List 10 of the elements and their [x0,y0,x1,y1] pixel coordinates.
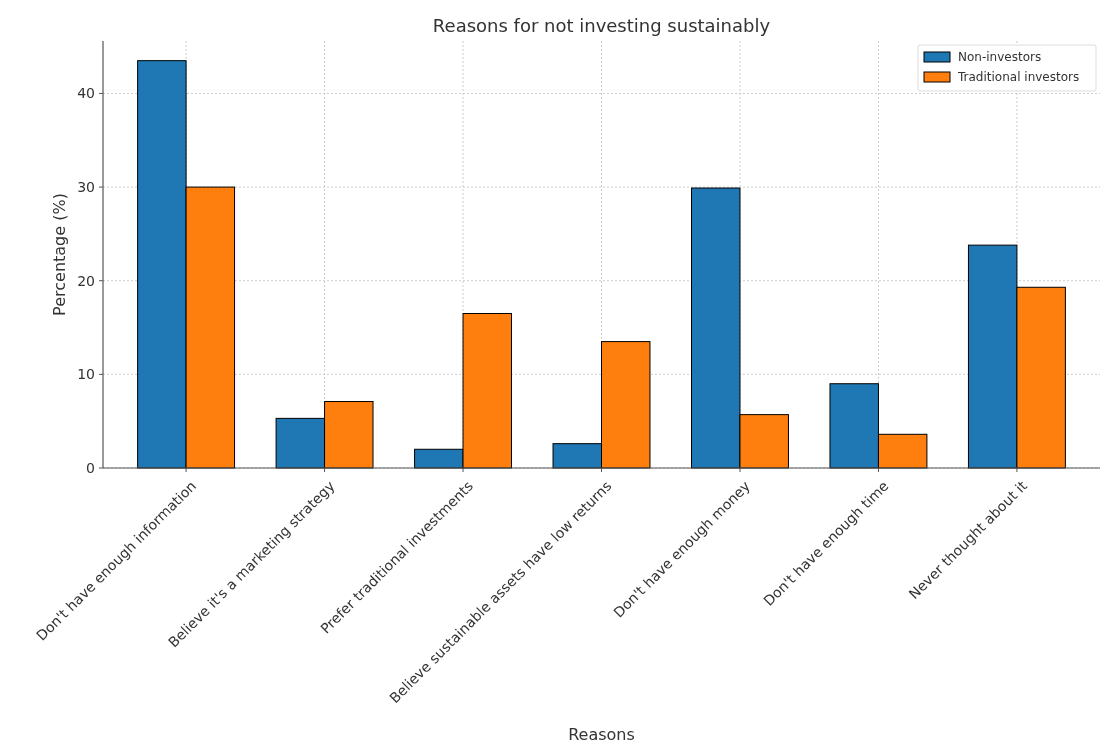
y-tick-label: 30 [77,178,95,195]
x-axis-title: Reasons [568,725,635,744]
y-tick-label: 40 [77,85,95,102]
chart-title: Reasons for not investing sustainably [432,15,771,36]
legend-label: Traditional investors [957,70,1080,85]
y-axis-title: Percentage (%) [50,193,69,316]
legend-label: Non-investors [958,50,1042,65]
y-tick-label: 0 [86,459,95,476]
y-tick-label: 20 [77,272,95,289]
y-tick-label: 10 [77,366,95,383]
